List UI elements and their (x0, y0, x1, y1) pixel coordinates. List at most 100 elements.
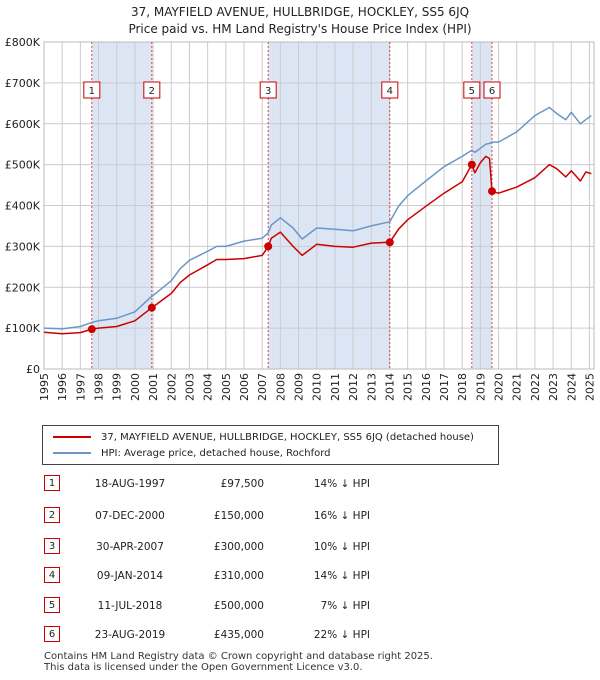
sale-label: 5 (469, 86, 475, 97)
y-tick-label: £600K (5, 118, 41, 131)
transaction-number: 1 (44, 475, 60, 491)
x-tick-label: 2013 (365, 373, 378, 401)
sale-point (147, 303, 156, 312)
chart-subtitle: Price paid vs. HM Land Registry's House … (128, 22, 472, 36)
x-tick-label: 2009 (293, 373, 306, 401)
x-tick-label: 2001 (147, 373, 160, 401)
footer: Contains HM Land Registry data © Crown c… (44, 651, 433, 673)
sale-label: 1 (89, 86, 95, 97)
legend-swatch-property (53, 436, 91, 438)
legend-item-hpi: HPI: Average price, detached house, Roch… (53, 445, 331, 461)
legend-item-property: 37, MAYFIELD AVENUE, HULLBRIDGE, HOCKLEY… (53, 429, 474, 445)
transaction-row: 3 30-APR-2007 £300,000 10% ↓ HPI (42, 538, 582, 558)
transaction-price: £150,000 (213, 510, 264, 522)
transaction-number: 2 (44, 507, 60, 523)
transaction-hpi-diff: 16% ↓ HPI (313, 510, 370, 522)
x-tick-label: 2021 (511, 373, 524, 401)
transaction-row: 5 11-JUL-2018 £500,000 7% ↓ HPI (42, 597, 582, 617)
x-tick-label: 2025 (583, 373, 596, 401)
transaction-row: 1 18-AUG-1997 £97,500 14% ↓ HPI (42, 475, 582, 495)
y-tick-label: £800K (5, 36, 41, 49)
x-tick-label: 1999 (111, 373, 124, 401)
x-tick-label: 1998 (93, 373, 106, 401)
transaction-hpi-diff: 7% ↓ HPI (320, 600, 370, 612)
transaction-date: 07-DEC-2000 (95, 510, 165, 522)
x-tick-label: 2011 (329, 373, 342, 401)
sale-label-box (143, 81, 161, 99)
sale-label-box (463, 81, 481, 99)
y-tick-label: £700K (5, 77, 41, 90)
x-tick-label: 2008 (274, 373, 287, 401)
x-tick-label: 2003 (183, 373, 196, 401)
sale-point (488, 187, 496, 196)
price-chart: 1 2 3 4 5 6 £0 £100K £200K £300K £400K £500K £600K £7… (5, 36, 597, 401)
transaction-price: £300,000 (213, 541, 264, 553)
y-tick-label: £300K (5, 240, 41, 253)
transaction-date: 11-JUL-2018 (97, 600, 163, 612)
x-tick-label: 2018 (456, 373, 469, 401)
x-tick-label: 1997 (74, 373, 87, 401)
transaction-date: 09-JAN-2014 (96, 570, 164, 582)
transaction-price: £97,500 (220, 478, 264, 490)
legend-label-hpi: HPI: Average price, detached house, Roch… (101, 447, 331, 459)
transaction-price: £435,000 (213, 629, 264, 641)
transaction-date: 30-APR-2007 (96, 541, 164, 553)
x-tick-label: 2010 (311, 373, 324, 401)
x-tick-label: 2007 (256, 373, 269, 401)
legend-label-property: 37, MAYFIELD AVENUE, HULLBRIDGE, HOCKLEY… (101, 431, 474, 443)
x-tick-label: 2023 (547, 373, 560, 401)
transaction-number: 3 (44, 538, 60, 554)
x-tick-label: 1996 (56, 373, 69, 401)
x-tick-label: 2019 (474, 373, 487, 401)
transaction-number: 5 (44, 597, 60, 613)
sale-point (87, 325, 96, 334)
y-tick-label: £0 (26, 363, 40, 376)
x-tick-label: 2000 (129, 373, 142, 401)
transaction-date: 23-AUG-2019 (94, 629, 166, 641)
sale-point (467, 160, 476, 169)
transaction-hpi-diff: 14% ↓ HPI (313, 570, 370, 582)
plot-area (43, 41, 595, 370)
x-tick-label: 2020 (493, 373, 506, 401)
transaction-hpi-diff: 14% ↓ HPI (313, 478, 370, 490)
transaction-row: 4 09-JAN-2014 £310,000 14% ↓ HPI (42, 567, 582, 587)
x-tick-label: 2016 (420, 373, 433, 401)
sale-point (385, 238, 394, 247)
sale-label-box (483, 81, 501, 99)
sale-label: 4 (387, 86, 393, 97)
x-tick-label: 2006 (238, 373, 251, 401)
transaction-row: 2 07-DEC-2000 £150,000 16% ↓ HPI (42, 507, 582, 527)
transaction-price: £310,000 (213, 570, 264, 582)
x-tick-label: 2002 (165, 373, 178, 401)
sale-point (264, 242, 273, 251)
sale-label: 6 (489, 86, 495, 97)
sale-label-box (259, 81, 277, 99)
sale-label: 3 (265, 86, 271, 97)
transaction-row: 6 23-AUG-2019 £435,000 22% ↓ HPI (42, 626, 582, 646)
transaction-number: 4 (44, 567, 60, 583)
legend-swatch-hpi (53, 452, 91, 454)
transaction-hpi-diff: 10% ↓ HPI (313, 541, 370, 553)
y-tick-label: £400K (5, 200, 41, 213)
sale-label-box (381, 81, 399, 99)
transaction-date: 18-AUG-1997 (94, 478, 166, 490)
sale-label: 2 (149, 86, 155, 97)
x-tick-label: 2012 (347, 373, 360, 401)
footer-licence: This data is licensed under the Open Gov… (44, 662, 363, 673)
footer-copyright: Contains HM Land Registry data © Crown c… (44, 651, 433, 662)
y-tick-label: £100K (5, 322, 41, 335)
x-tick-label: 2015 (402, 373, 415, 401)
x-tick-label: 2022 (529, 373, 542, 401)
x-tick-label: 1995 (38, 373, 51, 401)
transaction-hpi-diff: 22% ↓ HPI (313, 629, 370, 641)
transaction-price: £500,000 (213, 600, 264, 612)
y-tick-label: £500K (5, 159, 41, 172)
x-tick-label: 2017 (438, 373, 451, 401)
hpi-line (43, 106, 592, 330)
sale-label-box (83, 81, 101, 99)
x-tick-label: 2005 (220, 373, 233, 401)
x-tick-label: 2024 (565, 373, 578, 401)
legend: 37, MAYFIELD AVENUE, HULLBRIDGE, HOCKLEY… (42, 425, 499, 465)
x-tick-label: 2004 (202, 373, 215, 401)
x-tick-label: 2014 (383, 373, 396, 401)
